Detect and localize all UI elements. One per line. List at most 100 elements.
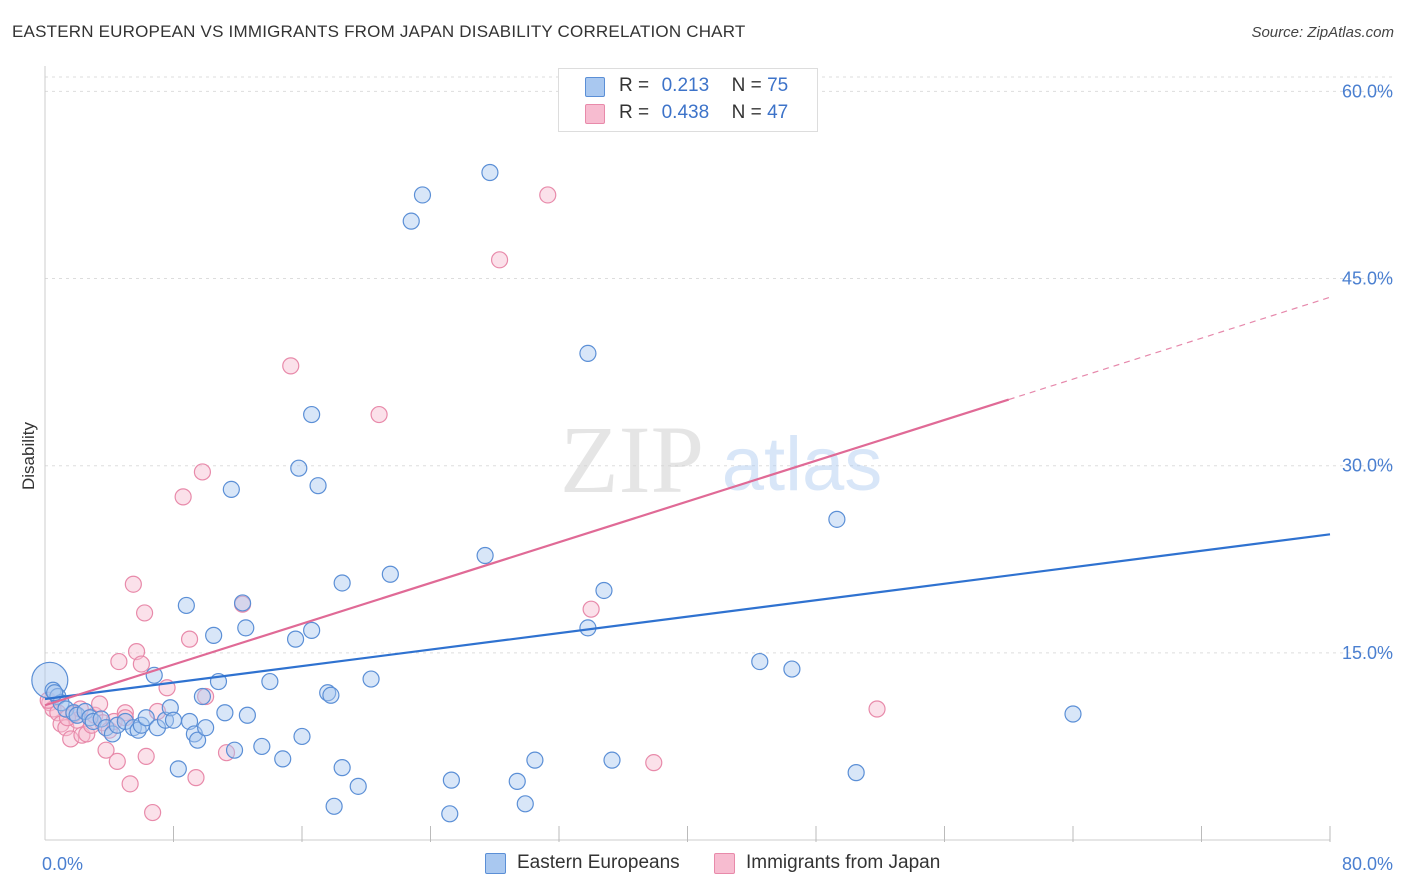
gridlines [45,76,1395,654]
point-eastern-europeans [238,706,256,724]
point-immigrants-from-japan [539,186,557,204]
bottom-legend-swatch-pink [714,853,735,874]
point-immigrants-from-japan [174,488,192,506]
point-eastern-europeans [303,621,321,639]
point-immigrants-from-japan [116,704,134,722]
point-immigrants-from-japan [193,463,212,481]
point-immigrants-from-japan [187,769,205,787]
point-eastern-europeans [828,510,846,528]
point-eastern-europeans [349,777,367,795]
point-eastern-europeans [286,630,305,648]
point-eastern-europeans [103,725,122,743]
point-eastern-europeans [413,186,432,204]
point-eastern-europeans [92,710,110,728]
point-eastern-europeans [442,771,460,789]
trend-extension-immigrants-from-japan [1008,296,1331,401]
point-eastern-europeans [197,719,215,737]
legend-r-label: R = [619,75,650,96]
trend-line-immigrants-from-japan [44,398,1010,707]
point-immigrants-from-japan [180,630,199,648]
point-eastern-europeans [441,805,459,823]
point-eastern-europeans [751,652,769,671]
trend-line-eastern-europeans [44,533,1331,701]
point-eastern-europeans [237,619,255,637]
point-eastern-europeans [261,672,279,691]
point-eastern-europeans [516,795,534,813]
point-eastern-europeans [579,344,597,363]
bottom-legend-swatch-blue [485,853,506,874]
point-eastern-europeans [164,711,183,729]
legend-r-value: 0.213 [661,75,710,96]
point-immigrants-from-japan [868,700,886,718]
point-eastern-europeans [362,670,380,688]
bottom-legend-label: Immigrants from Japan [746,852,941,873]
point-immigrants-from-japan [97,741,115,759]
y-tick-label: 30.0% [1342,456,1393,476]
point-immigrants-from-japan [645,754,663,772]
point-eastern-europeans [603,751,621,769]
watermark-zip: ZIP [560,406,704,513]
bottom-legend-label: Eastern Europeans [517,852,680,873]
legend-n-value: 75 [767,75,789,96]
point-eastern-europeans [205,626,223,644]
point-eastern-europeans [253,737,271,756]
point-eastern-europeans [193,687,212,706]
point-immigrants-from-japan [110,652,128,671]
chart-title: EASTERN EUROPEAN VS IMMIGRANTS FROM JAPA… [12,22,746,41]
legend-swatch-pink [585,104,605,124]
legend-n-label: N = [731,102,762,123]
point-eastern-europeans [526,751,544,769]
y-tick-label: 60.0% [1342,81,1393,101]
point-immigrants-from-japan [62,730,80,748]
legend-swatch-blue [585,77,605,97]
legend-n-value: 47 [767,102,789,123]
point-eastern-europeans [1064,705,1082,723]
tick-labels: 15.0% 30.0% 45.0% 60.0% 0.0% 80.0% [42,81,1393,874]
series-eastern-europeans [31,163,1082,823]
point-eastern-europeans [381,565,399,583]
watermark: ZIP atlas [560,406,882,513]
point-eastern-europeans [97,719,115,737]
point-immigrants-from-japan [370,405,388,424]
point-eastern-europeans [783,660,801,678]
point-eastern-europeans [402,212,420,230]
point-eastern-europeans [129,721,147,739]
point-eastern-europeans [188,731,207,749]
stats-legend: R = 0.213 N = 75 R = 0.438 N = 47 [558,68,818,132]
point-eastern-europeans [290,459,308,477]
point-eastern-europeans [476,546,494,565]
y-tick-label: 15.0% [1342,643,1393,663]
point-eastern-europeans [225,741,244,759]
point-eastern-europeans [169,760,187,778]
point-immigrants-from-japan [108,752,126,770]
y-axis-label: Disability [19,421,38,490]
point-eastern-europeans [595,581,613,600]
legend-r-label: R = [619,102,650,123]
point-immigrants-from-japan [121,775,139,793]
point-immigrants-from-japan [137,747,155,766]
point-immigrants-from-japan [135,604,154,622]
point-eastern-europeans [233,594,252,612]
chart-source: Source: ZipAtlas.com [1251,24,1394,41]
point-immigrants-from-japan [582,600,600,618]
point-immigrants-from-japan [490,251,509,269]
point-eastern-europeans [177,596,195,615]
point-eastern-europeans [274,750,292,768]
point-eastern-europeans [847,764,865,782]
point-eastern-europeans [333,574,351,592]
point-eastern-europeans [322,686,340,704]
point-eastern-europeans [68,706,86,724]
point-immigrants-from-japan [144,803,162,822]
point-immigrants-from-japan [132,655,150,673]
point-immigrants-from-japan [91,695,109,713]
point-immigrants-from-japan [282,357,300,375]
series-immigrants-from-japan [39,186,886,822]
point-eastern-europeans [216,704,234,722]
point-eastern-europeans [319,684,337,702]
point-eastern-europeans [333,759,351,777]
legend-r-value: 0.438 [661,102,710,123]
legend-n-label: N = [731,75,762,96]
point-eastern-europeans [481,163,499,182]
point-eastern-europeans [137,709,155,727]
